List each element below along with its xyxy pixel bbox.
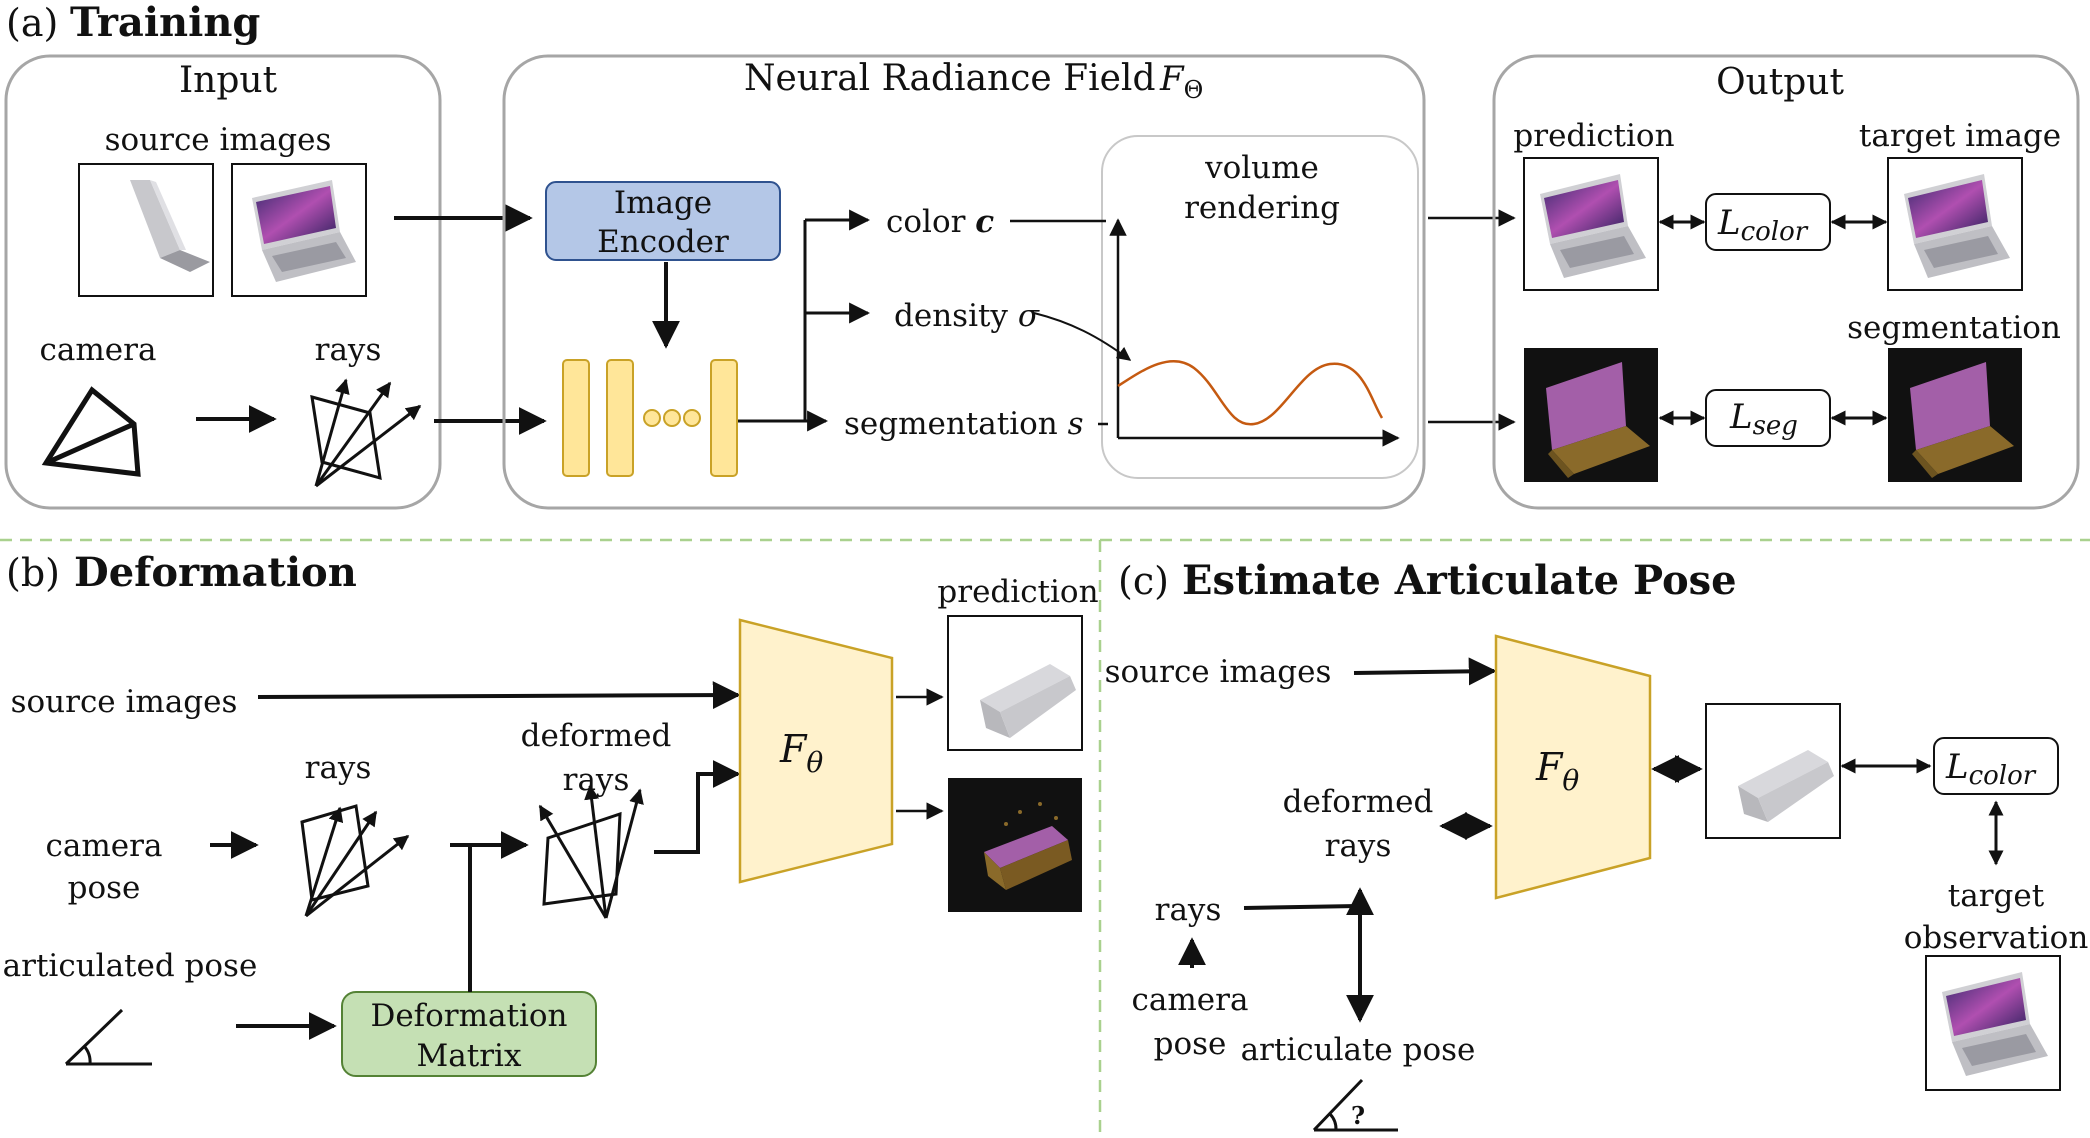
svg-text:Fθ: Fθ: [779, 727, 823, 779]
c-loss-color-box: Lcolor: [1933, 737, 2059, 795]
mlp-layers: [562, 359, 738, 477]
prediction-label: prediction: [1513, 118, 1674, 154]
source-images-label: source images: [105, 122, 332, 158]
deformation-line2: Matrix: [417, 1038, 522, 1074]
source-image-2: [231, 163, 367, 297]
panel-c-prefix: (c): [1118, 559, 1169, 603]
c-deformed-line2: rays: [1325, 828, 1392, 864]
b-angle-icon: [64, 1008, 152, 1066]
b-segmentation-image: [948, 778, 1082, 912]
panel-a-title: Training: [70, 0, 260, 46]
b-deformed-line2: rays: [563, 762, 630, 798]
c-question-mark: ?: [1351, 1101, 1365, 1130]
panel-b-title: Deformation: [74, 549, 357, 596]
b-prediction-label: prediction: [937, 574, 1098, 610]
c-camera-line2: pose: [1154, 1026, 1227, 1062]
svg-text:Lseg: Lseg: [1729, 397, 1798, 441]
segmentation-label: segmentation s: [844, 406, 1084, 442]
rendering-axes: [1109, 218, 1400, 447]
volume-rendering-line2: rendering: [1184, 190, 1340, 226]
c-target-line1: target: [1948, 878, 2045, 914]
loss-color-box: Lcolor: [1705, 193, 1831, 251]
target-image: [1887, 157, 2023, 291]
b-f-theta-block: Fθ: [738, 618, 894, 884]
svg-text:Lcolor: Lcolor: [1717, 203, 1809, 247]
b-rays-label: rays: [305, 750, 372, 786]
deformation-line1: Deformation: [370, 998, 567, 1034]
input-panel: [4, 54, 442, 510]
panel-a-prefix: (a): [6, 1, 58, 45]
loss-seg-box: Lseg: [1705, 389, 1831, 447]
target-image-label: target image: [1859, 118, 2061, 154]
camera-label: camera: [40, 332, 157, 368]
rays-icon: [310, 378, 422, 488]
b-camera-line2: pose: [68, 870, 141, 906]
c-deformed-line1: deformed: [1283, 784, 1434, 820]
density-to-render-arrow: [1033, 312, 1132, 361]
image-encoder-block: Image Encoder: [545, 181, 781, 261]
panel-b-prefix: (b): [6, 551, 60, 595]
image-encoder-line1: Image: [614, 185, 712, 221]
c-articulate-label: articulate pose: [1241, 1032, 1476, 1068]
source-image-1: [78, 163, 214, 297]
density-curve: [1117, 360, 1384, 426]
mlp-output-branches: [738, 209, 871, 432]
c-source-images-label: source images: [1105, 654, 1332, 690]
b-source-to-f-arrow: [257, 681, 741, 710]
c-source-to-f-arrow: [1353, 657, 1497, 686]
color-label: color c: [886, 204, 994, 240]
c-angle-question-icon: [1312, 1078, 1398, 1132]
svg-text:Fθ: Fθ: [1535, 745, 1579, 797]
rays-label: rays: [315, 332, 382, 368]
c-target-observation-image: [1925, 955, 2061, 1091]
output-panel: [1492, 54, 2080, 510]
c-f-theta-block: Fθ: [1494, 634, 1652, 900]
b-deformed-line1: deformed: [521, 718, 672, 754]
b-source-images-label: source images: [11, 684, 238, 720]
b-camera-line1: camera: [46, 828, 163, 864]
c-rendered-image: [1705, 703, 1841, 839]
volume-rendering-line1: volume: [1204, 150, 1319, 186]
panel-c-title: Estimate Articulate Pose: [1182, 557, 1737, 604]
c-camera-line1: camera: [1132, 982, 1249, 1018]
target-segmentation-image: [1888, 348, 2022, 482]
deformation-matrix-block: Deformation Matrix: [341, 991, 597, 1077]
c-rays-label: rays: [1155, 892, 1222, 928]
nerf-title: Neural Radiance Field: [744, 58, 1156, 99]
input-title: Input: [179, 60, 278, 101]
density-label: density σ: [894, 298, 1040, 334]
c-rays-to-joint-line: [1243, 904, 1359, 910]
c-target-line2: observation: [1904, 920, 2089, 956]
svg-text:Lcolor: Lcolor: [1945, 747, 2037, 791]
predicted-segmentation-image: [1524, 348, 1658, 482]
image-encoder-line2: Encoder: [597, 224, 729, 260]
b-deformed-to-f-arrow: [654, 760, 741, 854]
b-prediction-image: [947, 615, 1083, 751]
nerf-panel: [502, 54, 1426, 510]
b-articulated-label: articulated pose: [3, 948, 258, 984]
b-deformed-rays-icon: [538, 784, 644, 919]
output-title: Output: [1716, 62, 1844, 103]
nerf-symbol: FΘ: [1159, 59, 1203, 104]
b-rays-icon: [300, 804, 410, 918]
prediction-image: [1523, 157, 1659, 291]
volume-rendering-box: [1101, 135, 1419, 479]
camera-icon: [41, 386, 141, 477]
segmentation-output-label: segmentation: [1847, 310, 2061, 346]
